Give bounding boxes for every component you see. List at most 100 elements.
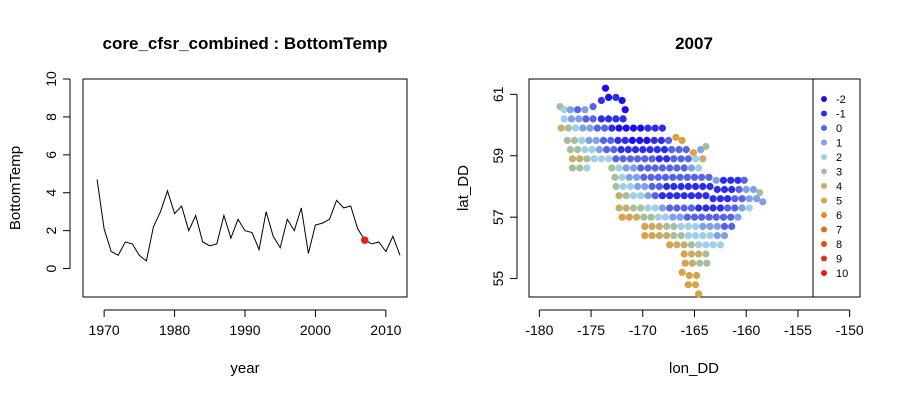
station-point [646, 146, 654, 154]
station-point [628, 136, 637, 144]
station-point [650, 136, 658, 144]
station-point [578, 136, 586, 144]
station-point [615, 124, 623, 132]
right-plot-area [556, 84, 767, 298]
station-point [684, 182, 692, 191]
station-point [574, 146, 582, 154]
right-chart: 2007 -180 -175 -170 -165 -160 -155 -150 555759… [455, 34, 864, 377]
station-point [677, 155, 685, 163]
station-point [557, 124, 565, 132]
station-point [681, 259, 689, 267]
left-y-axis: 0 2 4 6 8 10 [43, 71, 71, 272]
station-point [633, 213, 641, 221]
station-point [597, 155, 606, 163]
left-y-tick-label: 2 [43, 227, 59, 235]
station-point [590, 155, 598, 163]
station-point [670, 222, 678, 230]
legend-swatch [821, 96, 827, 102]
station-point [563, 136, 571, 144]
station-point [706, 222, 714, 230]
station-point [695, 241, 703, 249]
station-point [731, 195, 739, 203]
right-y-tick-label: 59 [490, 148, 506, 164]
station-point [622, 124, 630, 132]
station-point [626, 182, 635, 191]
station-point [727, 176, 735, 184]
station-point [695, 290, 703, 298]
legend-label: 5 [836, 196, 842, 208]
station-point [712, 176, 720, 184]
station-point [749, 185, 758, 194]
station-point [666, 164, 674, 172]
station-point [621, 106, 629, 114]
station-point [560, 106, 568, 114]
right-y-tick-label: 57 [490, 209, 506, 225]
station-point [568, 155, 577, 163]
station-point [621, 136, 629, 144]
station-point [644, 192, 652, 200]
station-point [713, 232, 721, 240]
legend-swatch [821, 255, 827, 262]
station-point [738, 195, 746, 203]
station-point [576, 155, 584, 163]
right-x-tick-label: -165 [680, 322, 708, 338]
station-point [702, 142, 710, 151]
station-point [661, 173, 670, 181]
station-point [618, 173, 626, 181]
station-point [680, 241, 688, 249]
station-point [688, 259, 697, 267]
left-y-tick-label: 10 [43, 71, 59, 87]
right-y-tick-label: 55 [490, 271, 506, 287]
station-point [670, 155, 678, 163]
station-point [622, 192, 630, 200]
station-point [724, 204, 732, 212]
station-point [617, 146, 625, 154]
station-point [712, 213, 720, 221]
station-point [622, 204, 630, 212]
right-chart-title: 2007 [675, 34, 713, 53]
legend-swatch [821, 139, 827, 146]
right-x-tick-label: -180 [525, 322, 553, 338]
station-point [677, 222, 685, 230]
station-point [663, 155, 671, 163]
station-point [619, 182, 627, 191]
station-point [574, 106, 582, 114]
station-point [691, 182, 700, 191]
station-point [614, 136, 622, 144]
station-point [684, 155, 692, 163]
station-point [585, 136, 593, 144]
station-point [644, 124, 652, 132]
right-y-axis-label: lat_DD [455, 165, 472, 211]
station-point [727, 213, 735, 221]
station-point [603, 146, 611, 154]
station-point [648, 155, 656, 163]
station-point [566, 146, 575, 154]
legend-label: 3 [836, 167, 842, 179]
legend-swatch [821, 125, 827, 131]
station-point [670, 232, 678, 240]
station-point [641, 155, 649, 163]
station-point [680, 204, 688, 212]
right-x-axis: -180 -175 -170 -165 -160 -155 -150 [525, 309, 864, 338]
station-point [566, 106, 575, 114]
right-x-axis-label: lon_DD [669, 360, 719, 377]
station-point [684, 232, 692, 240]
legend-label: 8 [836, 239, 842, 251]
station-point [651, 164, 659, 172]
station-point [588, 146, 596, 154]
legend-label: -2 [836, 94, 846, 106]
station-point [610, 146, 618, 154]
station-point [703, 259, 711, 267]
legend-label: 7 [836, 225, 842, 237]
station-point [759, 198, 767, 206]
station-point [676, 213, 684, 221]
legend-swatch [821, 226, 827, 233]
station-point [687, 250, 696, 258]
station-point [661, 213, 670, 221]
station-point [709, 241, 717, 249]
legend-label: 9 [836, 254, 842, 266]
station-point [629, 204, 638, 212]
station-point [582, 115, 590, 123]
station-point [624, 146, 632, 154]
